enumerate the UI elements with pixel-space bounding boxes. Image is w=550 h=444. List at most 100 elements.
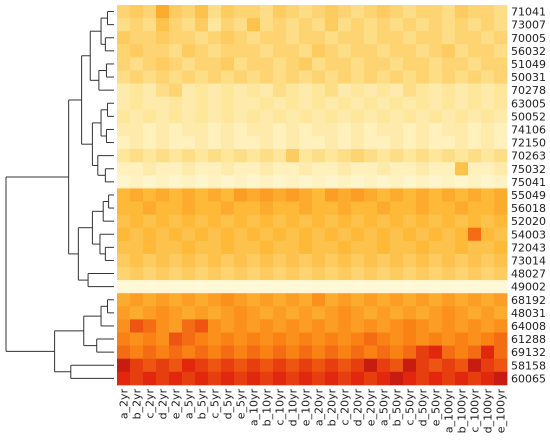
heatmap-cell — [221, 149, 235, 163]
heatmap-cell — [442, 83, 456, 98]
heatmap-cell — [221, 83, 235, 98]
heatmap-cell — [325, 44, 339, 58]
heatmap-cell — [364, 319, 378, 333]
heatmap-cell — [273, 240, 287, 255]
heatmap-cell — [247, 293, 261, 307]
heatmap-cell — [416, 122, 430, 137]
heatmap-cell — [468, 306, 482, 320]
heatmap-cell — [364, 149, 378, 163]
heatmap-cell — [416, 306, 430, 320]
heatmap-cell — [390, 136, 404, 150]
heatmap-cell — [299, 267, 313, 281]
heatmap-cell — [234, 319, 248, 333]
heatmap-cell — [156, 96, 170, 111]
heatmap-cell — [117, 345, 131, 360]
heatmap-cell — [494, 122, 508, 137]
heatmap-cell — [377, 332, 391, 346]
heatmap-cell — [338, 188, 352, 202]
heatmap-cell — [299, 319, 313, 333]
heatmap-cell — [143, 31, 157, 45]
heatmap-cell — [390, 5, 404, 19]
heatmap-cell — [234, 70, 248, 84]
heatmap-cell — [182, 5, 196, 19]
heatmap-cell — [351, 162, 365, 176]
heatmap-cell — [130, 96, 144, 111]
heatmap-cell — [429, 253, 443, 268]
heatmap-cell — [143, 109, 157, 124]
heatmap-cell — [403, 109, 417, 124]
heatmap-cell — [221, 96, 235, 111]
heatmap-cell — [156, 83, 170, 98]
heatmap-cell — [234, 5, 248, 19]
heatmap-cell — [117, 214, 131, 229]
heatmap-cell — [442, 371, 456, 386]
heatmap-cell — [273, 18, 287, 32]
heatmap-cell — [325, 358, 339, 373]
heatmap-cell — [208, 280, 222, 294]
heatmap-cell — [221, 70, 235, 84]
heatmap-cell — [351, 44, 365, 58]
heatmap-cell — [286, 175, 300, 189]
heatmap-cell — [468, 188, 482, 202]
heatmap-cell — [455, 201, 469, 215]
heatmap-cell — [468, 149, 482, 163]
heatmap-cell — [117, 122, 131, 137]
heatmap-cell — [403, 96, 417, 111]
heatmap-cell — [481, 253, 495, 268]
heatmap-cell — [416, 214, 430, 229]
heatmap-cell — [234, 136, 248, 150]
heatmap-cell — [351, 122, 365, 137]
column-label: a_10yr — [248, 388, 261, 426]
heatmap-cell — [273, 293, 287, 307]
heatmap-cell — [468, 319, 482, 333]
heatmap-cell — [364, 109, 378, 124]
column-label: b_5yr — [196, 388, 209, 419]
heatmap-cell — [234, 267, 248, 281]
heatmap-cell — [351, 240, 365, 255]
heatmap-cell — [130, 227, 144, 242]
heatmap-cell — [338, 149, 352, 163]
heatmap-cell — [364, 280, 378, 294]
heatmap-cell — [299, 31, 313, 45]
heatmap-cell — [429, 83, 443, 98]
heatmap-cell — [260, 136, 274, 150]
heatmap-cell — [195, 109, 209, 124]
heatmap-cell — [494, 96, 508, 111]
heatmap-cell — [481, 201, 495, 215]
row-label: 70005 — [511, 32, 546, 45]
heatmap-cell — [130, 188, 144, 202]
heatmap-cell — [208, 122, 222, 137]
heatmap-cell — [130, 214, 144, 229]
heatmap-cell — [208, 293, 222, 307]
heatmap-cell — [156, 149, 170, 163]
heatmap-cell — [312, 31, 326, 45]
heatmap-cell — [481, 345, 495, 360]
heatmap-cell — [416, 44, 430, 58]
heatmap-cell — [468, 96, 482, 111]
heatmap-cell — [143, 149, 157, 163]
heatmap-cell — [247, 31, 261, 45]
heatmap-cell — [429, 122, 443, 137]
heatmap-cell — [156, 253, 170, 268]
heatmap-cell — [130, 371, 144, 386]
heatmap-cell — [364, 162, 378, 176]
row-label: 63005 — [511, 97, 546, 110]
heatmap-cell — [364, 31, 378, 45]
heatmap-cell — [494, 332, 508, 346]
heatmap-cell — [416, 188, 430, 202]
heatmap-cell — [195, 293, 209, 307]
heatmap-cell — [325, 332, 339, 346]
heatmap-cell — [377, 253, 391, 268]
heatmap-cell — [416, 293, 430, 307]
heatmap-cell — [208, 83, 222, 98]
heatmap-cell — [221, 214, 235, 229]
column-label: c_100yr — [469, 388, 482, 432]
heatmap-cell — [442, 122, 456, 137]
heatmap-cell — [494, 57, 508, 71]
heatmap-cell — [143, 122, 157, 137]
heatmap-cell — [195, 332, 209, 346]
heatmap-cell — [377, 214, 391, 229]
heatmap-cell — [143, 371, 157, 386]
heatmap-cell — [429, 371, 443, 386]
heatmap-cell — [286, 358, 300, 373]
